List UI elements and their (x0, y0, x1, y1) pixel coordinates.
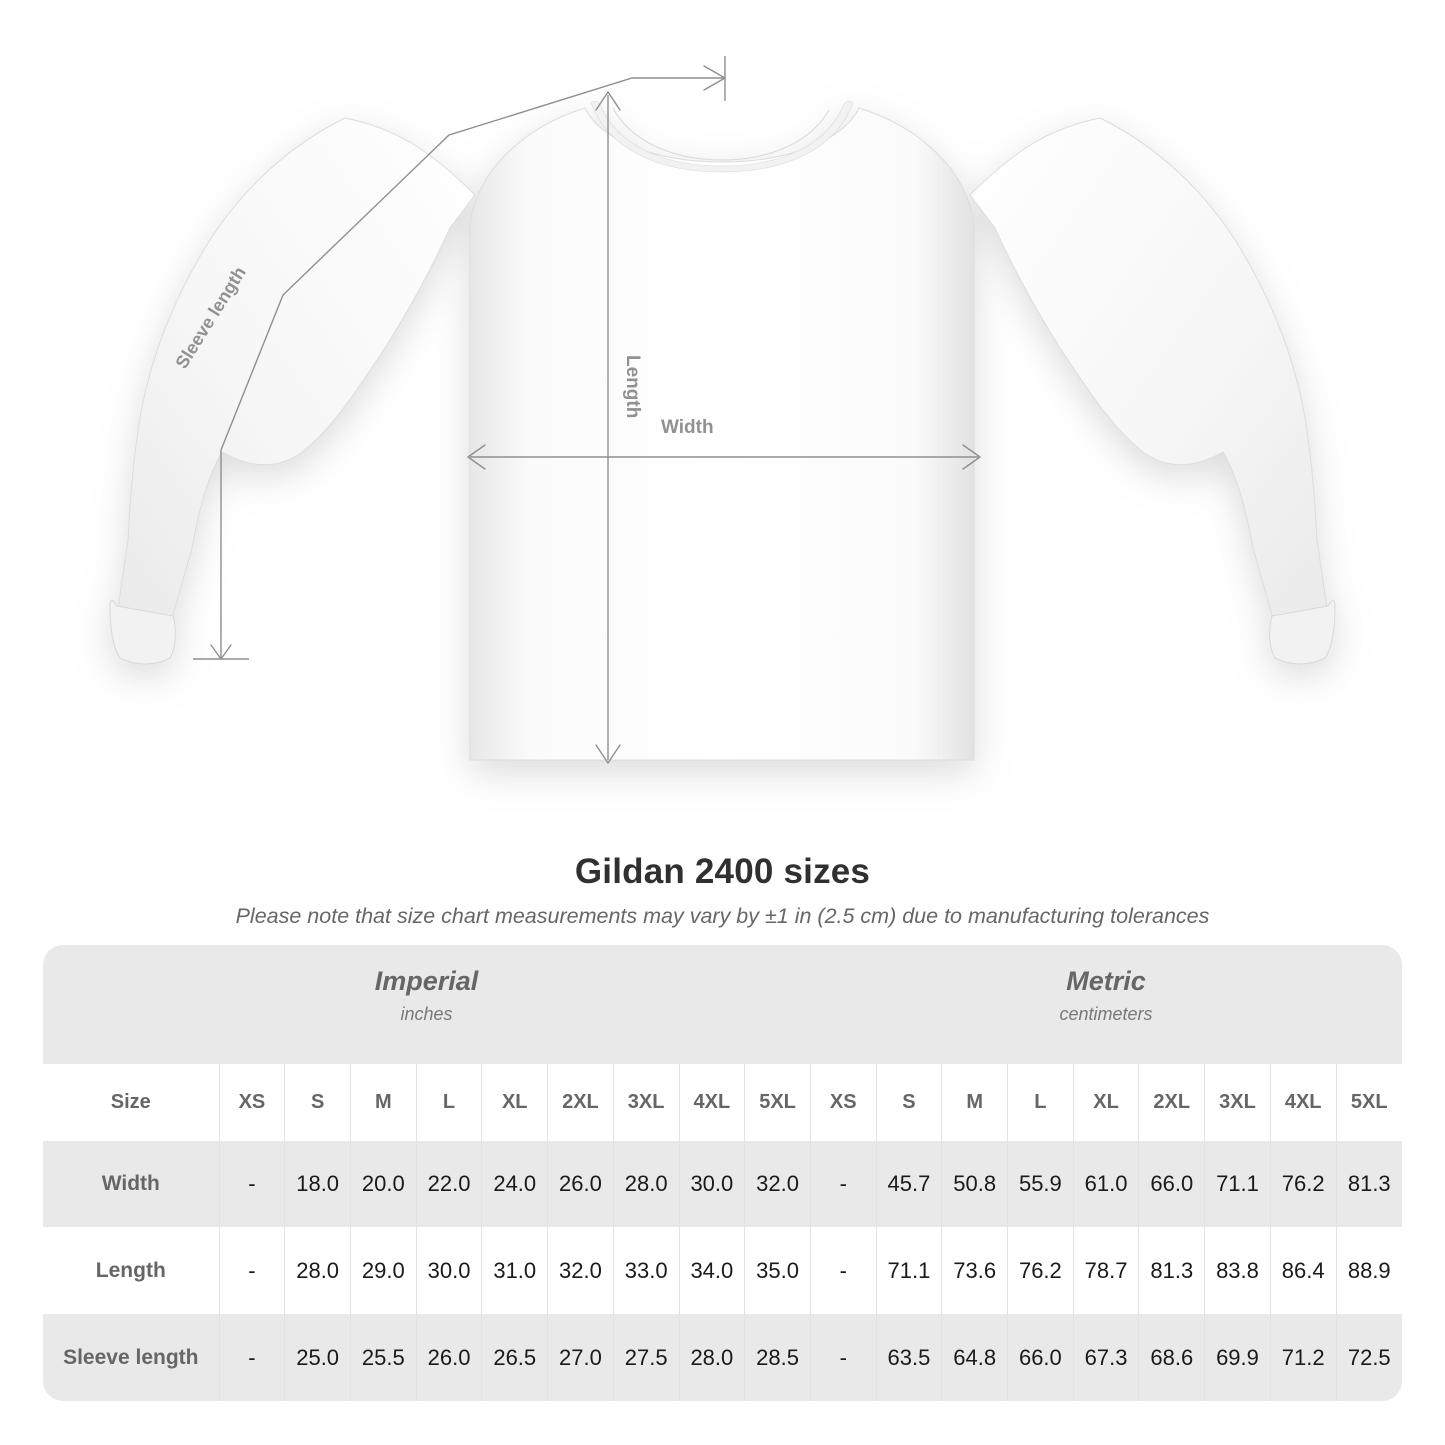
svg-text:Width: Width (661, 417, 714, 438)
svg-text:Length: Length (622, 355, 643, 418)
